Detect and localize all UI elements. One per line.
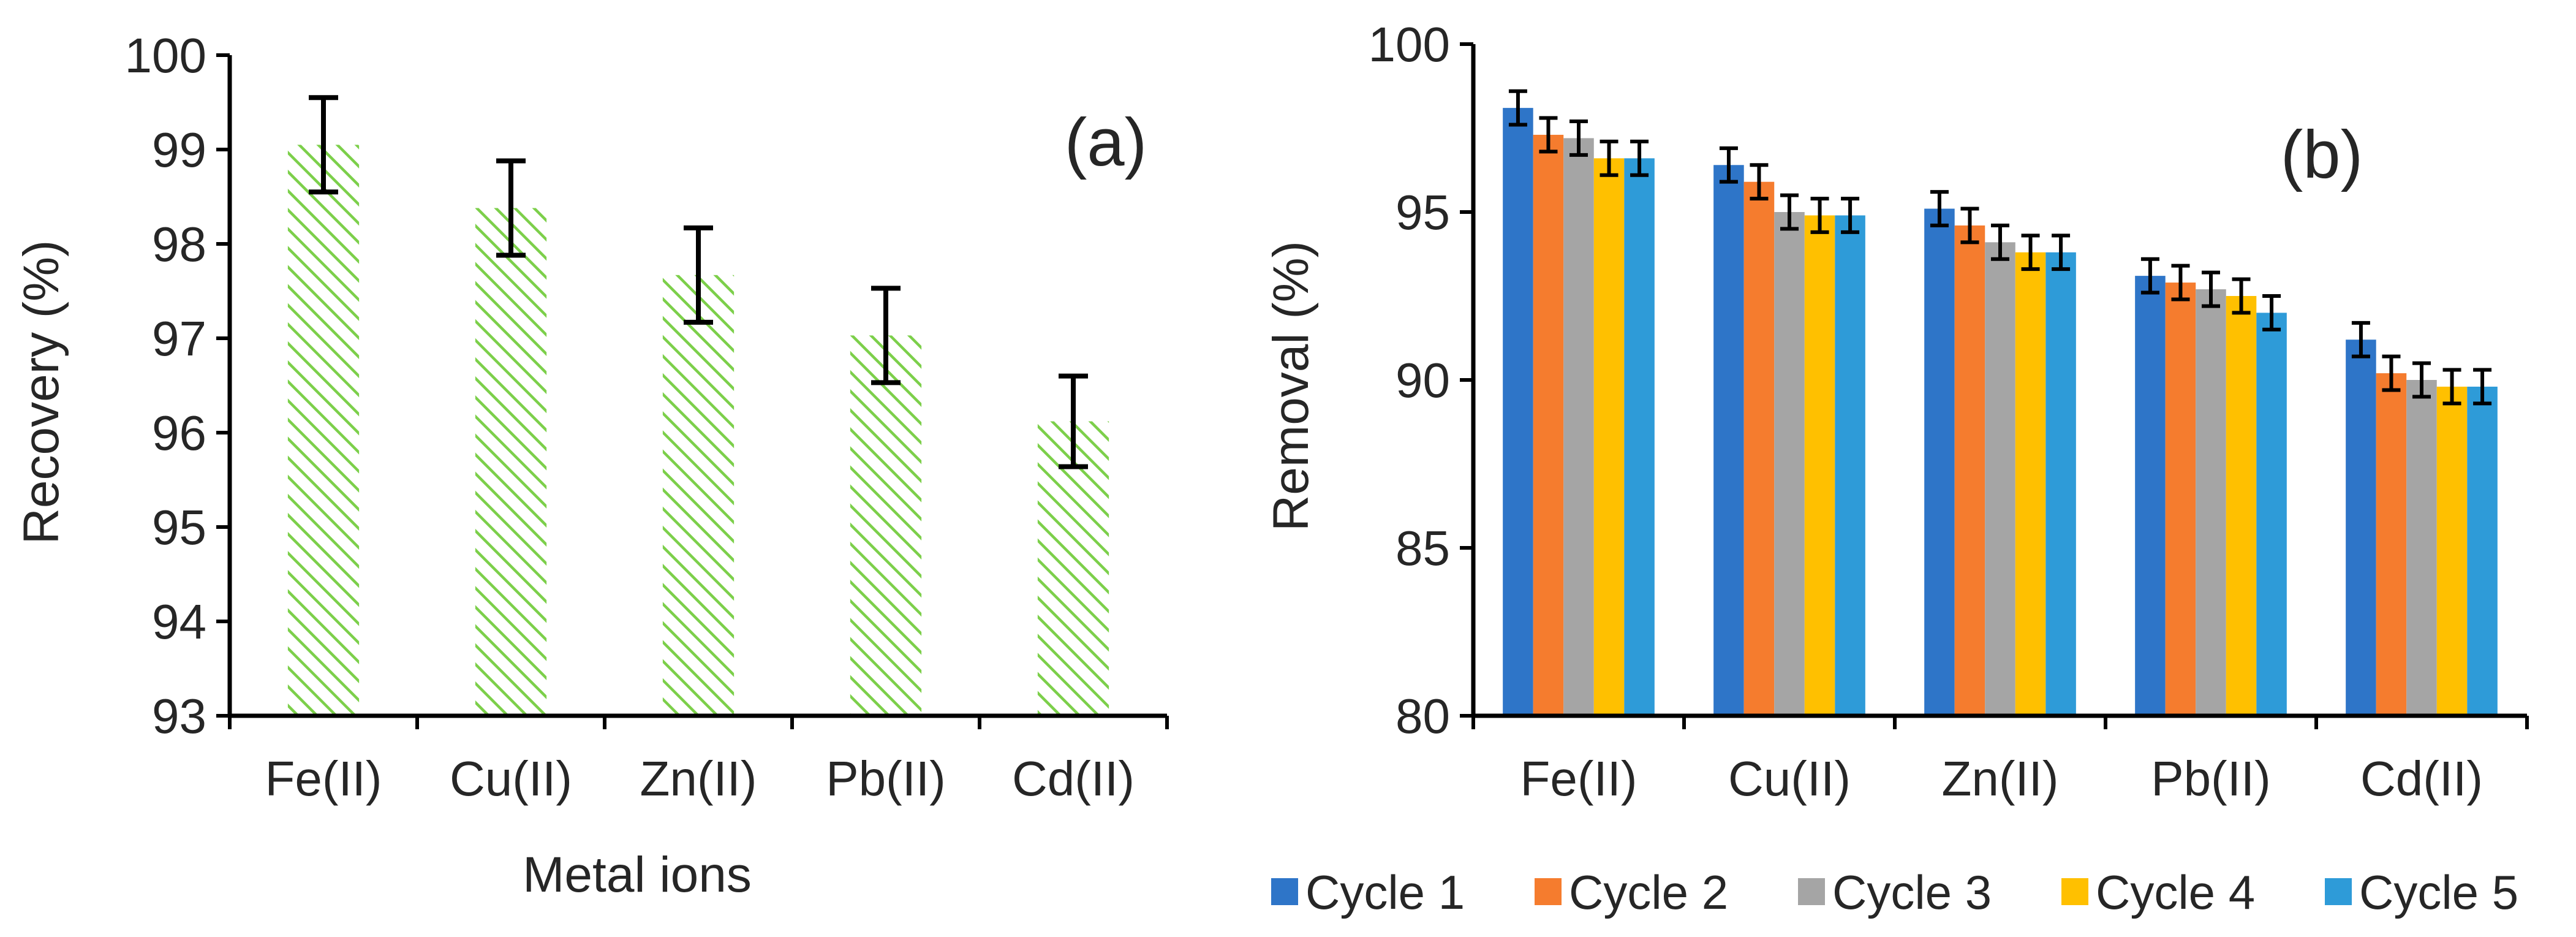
panel-a-error-bars [309,95,1088,469]
y-tick-label: 96 [152,406,206,460]
bar [1985,242,2015,716]
bar [1743,181,1775,716]
x-tick-label: Fe(II) [1520,751,1637,806]
panel-b-removal-chart: 80 85 90 95 100 Fe(II) Cu(II) Zn(II) Pb(II) Cd(I… [1263,17,2529,919]
y-tick-label: 95 [1396,185,1450,240]
panel-b-x-tick-labels: Fe(II) Cu(II) Zn(II) Pb(II) Cd(II) [1520,751,2483,806]
bar [1954,225,1985,716]
y-tick-label: 95 [152,500,206,555]
bar [1804,215,1835,716]
y-tick-label: 93 [152,689,206,743]
y-tick-label: 97 [152,311,206,366]
y-tick-label: 85 [1396,521,1450,575]
x-tick-label: Pb(II) [2151,751,2271,806]
bar [1713,165,1744,716]
bar [1774,212,1805,716]
x-tick-label: Fe(II) [265,751,382,806]
y-tick-label: 90 [1396,353,1450,408]
y-tick-label: 94 [152,594,206,649]
x-tick-label: Cd(II) [2360,751,2483,806]
y-tick-label: 99 [152,123,206,177]
bar [2196,289,2226,716]
x-tick-label: Zn(II) [640,751,757,806]
panel-a-recovery-chart: 93 94 95 96 97 98 99 100 Fe(II) Cu(II) Zn(II) Pb(I… [13,28,1169,903]
y-tick-label: 100 [1369,17,1450,72]
bar [2376,373,2407,716]
panel-a-label: (a) [1065,105,1147,180]
x-tick-label: Cd(II) [1012,751,1135,806]
bar [2436,386,2468,716]
y-tick-label: 80 [1396,689,1450,743]
bar [2467,386,2498,716]
panel-a-y-axis-title: Recovery (%) [13,240,69,545]
panel-a-x-axis-title: Metal ions [523,847,752,903]
legend-swatch [1535,878,1562,905]
bar [2226,296,2257,716]
panel-b-bars [1503,108,2498,716]
bar [2406,380,2437,716]
x-tick-label: Cu(II) [450,751,572,806]
bar [1533,134,1564,716]
bar [1924,208,1955,716]
bar [2346,340,2376,716]
bar [287,145,360,716]
bar [2045,252,2076,716]
bar [2165,283,2196,716]
legend-label: Cycle 2 [1569,865,1728,919]
bar [662,275,735,716]
x-tick-label: Pb(II) [826,751,946,806]
legend-swatch [1271,878,1298,905]
y-tick-label: 98 [152,217,206,271]
panel-a-y-tick-labels: 93 94 95 96 97 98 99 100 [125,28,206,743]
bar [1593,158,1625,716]
legend-label: Cycle 1 [1305,865,1465,919]
bar [2135,276,2166,716]
bar [1624,158,1655,716]
panel-a-x-tick-labels: Fe(II) Cu(II) Zn(II) Pb(II) Cd(II) [265,751,1135,806]
panel-b-y-axis-title: Removal (%) [1263,241,1319,531]
bar [475,208,547,716]
legend-label: Cycle 4 [2096,865,2255,919]
legend-label: Cycle 5 [2359,865,2518,919]
panel-b-axes [1460,42,2529,729]
panel-a-bars [287,145,1109,716]
bar [1563,138,1594,716]
legend-swatch [2061,878,2088,905]
legend-swatch [1798,878,1825,905]
legend-label: Cycle 3 [1832,865,1992,919]
panel-b-y-tick-labels: 80 85 90 95 100 [1369,17,1450,743]
panel-b-error-bars [1508,89,2492,406]
y-tick-label: 100 [125,28,206,83]
legend-swatch [2325,878,2352,905]
panel-a-axes [216,53,1169,729]
panel-b-label: (b) [2281,117,2363,192]
x-tick-label: Zn(II) [1941,751,2058,806]
x-tick-label: Cu(II) [1728,751,1851,806]
bar [850,335,922,716]
panel-b-legend: Cycle 1 Cycle 2 Cycle 3 Cycle 4 Cycle 5 [1271,865,2518,919]
bar [2256,313,2287,716]
bar [1037,421,1109,716]
bar [2015,252,2046,716]
bar [1503,108,1533,716]
bar [1835,215,1865,716]
